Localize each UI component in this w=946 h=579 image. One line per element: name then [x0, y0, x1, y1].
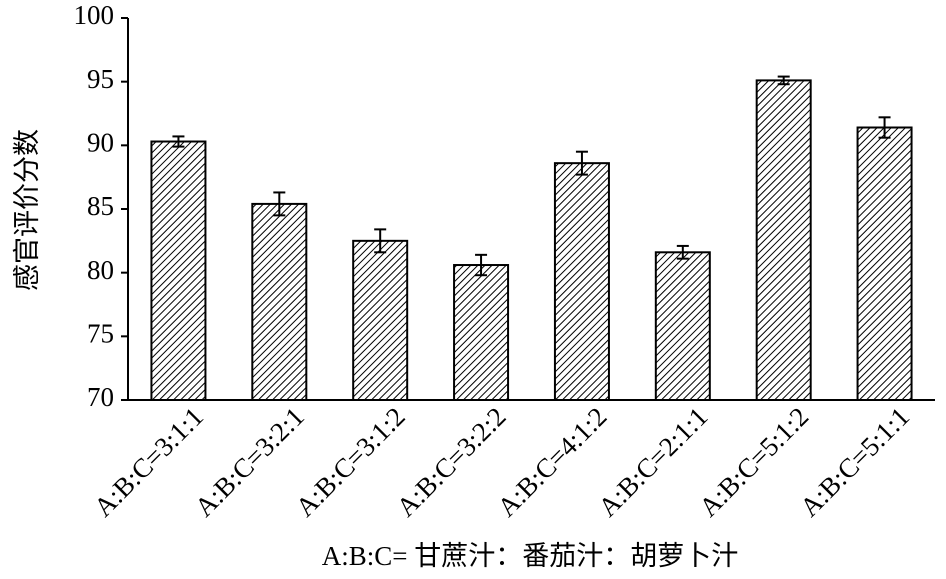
error-bar	[172, 135, 185, 148]
error-bar	[475, 253, 488, 277]
x-axis-label: A:B:C= 甘蔗汁：番茄汁：胡萝卜汁	[322, 541, 739, 571]
bar	[453, 264, 510, 401]
y-tick-label: 75	[87, 319, 114, 349]
y-tick-label: 70	[87, 382, 114, 412]
bar	[150, 140, 207, 401]
y-tick-label: 90	[87, 128, 114, 158]
error-bar	[374, 228, 387, 254]
bar	[856, 126, 913, 402]
error-bar	[273, 191, 286, 217]
bar	[251, 202, 308, 401]
x-tick-label: A:B:C=5:1:1	[794, 401, 915, 522]
y-tick-label: 85	[87, 191, 114, 221]
bar	[553, 162, 610, 401]
bar	[654, 251, 711, 401]
y-tick-label: 100	[74, 0, 115, 30]
error-bar	[575, 150, 588, 176]
bar	[352, 239, 409, 401]
y-tick-label: 80	[87, 255, 114, 285]
y-axis-label: 感官评价分数	[12, 129, 42, 291]
bar	[755, 79, 812, 401]
error-bar	[878, 116, 891, 139]
error-bar	[777, 75, 790, 86]
error-bar	[676, 244, 689, 260]
y-tick-label: 95	[87, 64, 114, 94]
